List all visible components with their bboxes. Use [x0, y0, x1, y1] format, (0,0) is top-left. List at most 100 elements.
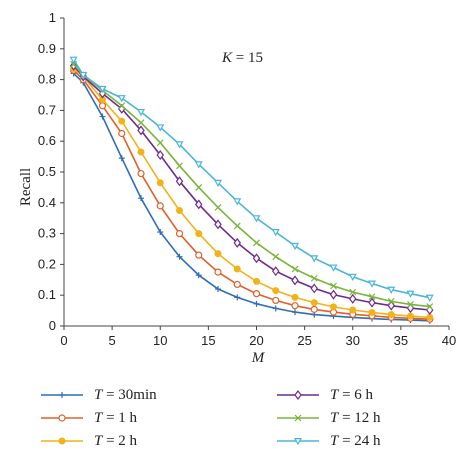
data-point: [310, 255, 319, 263]
data-point: [252, 290, 261, 298]
data-point: [426, 313, 434, 321]
data-point: [272, 296, 280, 305]
data-point: [118, 117, 126, 125]
data-point: [118, 102, 126, 110]
data-point: [290, 242, 300, 251]
data-point: [310, 283, 318, 294]
data-point: [233, 265, 241, 273]
data-point: [214, 219, 222, 230]
x-tick-label: 25: [297, 333, 311, 348]
data-point: [271, 229, 280, 237]
data-point: [253, 277, 260, 285]
x-tick-label: 15: [201, 333, 215, 348]
data-point: [330, 303, 337, 311]
data-point: [138, 195, 144, 202]
data-point: [137, 125, 145, 136]
y-tick-label: 1: [49, 10, 56, 25]
data-point: [195, 183, 203, 191]
data-point: [156, 139, 164, 147]
series-line: [73, 68, 430, 319]
legend-swatch: [41, 437, 83, 445]
data-point: [137, 169, 145, 178]
data-point: [426, 303, 434, 311]
data-point: [156, 150, 164, 161]
data-point: [349, 288, 357, 296]
legend-item: T = 12 h: [276, 407, 381, 429]
series-line: [72, 59, 430, 299]
x-tick-label: 30: [346, 333, 360, 348]
data-point: [310, 299, 318, 307]
data-point: [214, 250, 222, 258]
series-line: [73, 63, 430, 308]
data-point: [195, 251, 203, 259]
chart-legend: T = 30min T = 1 h T = 2 h T = 6 h T = 12 h T …: [40, 384, 460, 456]
data-point: [195, 272, 202, 279]
data-point: [176, 253, 183, 260]
data-point: [291, 275, 299, 286]
data-point: [387, 286, 396, 294]
data-point: [175, 176, 184, 187]
data-point: [367, 280, 377, 288]
y-tick-label: 0.7: [38, 102, 56, 117]
data-point: [310, 274, 318, 282]
series-5: [69, 56, 434, 302]
legend-label: T = 2 h: [94, 432, 138, 449]
data-point: [99, 113, 106, 120]
data-point: [330, 282, 337, 290]
data-point: [407, 312, 414, 320]
data-point: [117, 95, 126, 103]
legend-label: T = 12 h: [330, 409, 381, 426]
legend-label: T = 30min: [94, 386, 157, 403]
y-tick-label: 0.1: [38, 287, 56, 302]
data-point: [214, 268, 222, 276]
data-point: [79, 71, 88, 80]
data-point: [272, 266, 280, 277]
data-point: [387, 311, 395, 319]
data-point: [69, 56, 78, 64]
legend-swatch: [277, 438, 319, 446]
data-point: [253, 300, 260, 307]
chart-annotation: K = 15: [221, 50, 263, 66]
data-point: [156, 124, 165, 132]
data-point: [253, 239, 260, 247]
data-point: [292, 309, 298, 316]
x-tick-label: 5: [109, 333, 116, 348]
x-tick-label: 40: [442, 333, 456, 348]
data-point: [349, 306, 357, 314]
recall-chart: 0 5 10 15 20 25 30 35 40 0 0.1 0.2 0.3 0.4 0.5 0.6 0.7 0.…: [18, 10, 456, 366]
data-point: [118, 129, 126, 138]
axes: 0 5 10 15 20 25 30 35 40 0 0.1 0.2 0.3 0.4 0.5 0.6 0.7 0.…: [38, 10, 456, 348]
legend-label: T = 1 h: [94, 409, 138, 426]
legend-swatch: [41, 392, 83, 398]
data-point: [425, 294, 434, 302]
data-point: [137, 148, 145, 156]
y-tick-label: 0.8: [38, 72, 56, 87]
data-point: [368, 308, 376, 316]
data-point: [98, 85, 107, 94]
y-tick-label: 0.5: [38, 164, 56, 179]
data-point: [195, 230, 203, 238]
series-line: [73, 72, 430, 322]
legend-item: T = 2 h: [40, 430, 137, 452]
y-tick-label: 0.6: [38, 133, 56, 148]
data-point: [156, 179, 164, 187]
data-point: [272, 253, 280, 261]
data-point: [136, 108, 146, 117]
series-4: [70, 60, 434, 311]
data-point: [368, 293, 376, 301]
x-tick-label: 0: [60, 333, 67, 348]
y-axis-label: Recall: [18, 168, 34, 206]
y-tick-label: 0.4: [38, 195, 56, 210]
data-point: [234, 294, 241, 301]
data-point: [233, 237, 241, 248]
data-point: [291, 265, 299, 273]
x-axis-label: M: [251, 350, 266, 366]
legend-swatch: [277, 390, 319, 400]
data-point: [175, 230, 184, 238]
data-point: [310, 305, 318, 313]
legend-item: T = 1 h: [40, 407, 137, 429]
data-point: [157, 229, 164, 236]
data-point: [233, 222, 241, 230]
data-point: [233, 280, 241, 289]
data-point: [329, 289, 338, 300]
